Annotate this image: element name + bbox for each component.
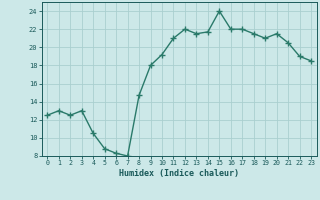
X-axis label: Humidex (Indice chaleur): Humidex (Indice chaleur) [119, 169, 239, 178]
